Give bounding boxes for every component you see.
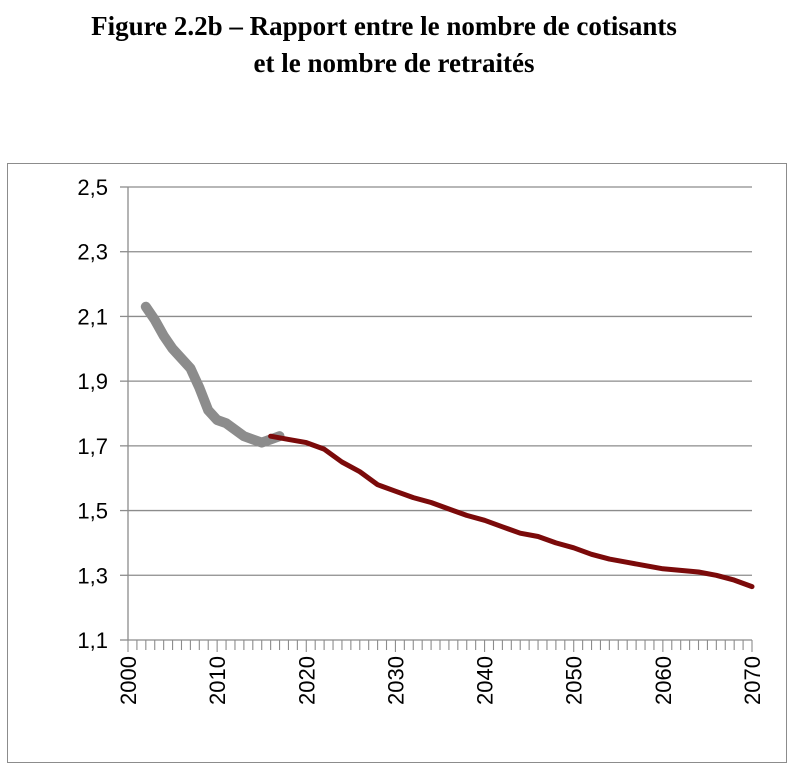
x-tick-label: 2020 bbox=[294, 656, 319, 705]
figure-title-line2: et le nombre de retraités bbox=[253, 48, 535, 78]
y-tick-labels: 2,5 2,3 2,1 1,9 1,7 1,5 1,3 1,1 bbox=[77, 175, 108, 653]
series-line-2 bbox=[268, 433, 755, 590]
axes bbox=[120, 186, 753, 652]
x-tick-label: 2040 bbox=[473, 656, 498, 705]
x-tick-labels: 2000 2010 2020 2030 2040 2050 2060 2070 bbox=[116, 656, 765, 705]
y-tick-label: 2,3 bbox=[77, 240, 108, 265]
y-tick-label: 1,7 bbox=[77, 434, 108, 459]
y-tick-label: 1,3 bbox=[77, 563, 108, 588]
y-tick-label: 1,9 bbox=[77, 369, 108, 394]
series-line-1 bbox=[140, 301, 285, 448]
x-tick-label: 2010 bbox=[205, 656, 230, 705]
x-tick-label: 2030 bbox=[383, 656, 408, 705]
figure-title-line1: Figure 2.2b – Rapport entre le nombre de… bbox=[91, 11, 677, 41]
x-tick-label: 2070 bbox=[740, 656, 765, 705]
y-tick-label: 1,5 bbox=[77, 499, 108, 524]
figure-title: Figure 2.2b – Rapport entre le nombre de… bbox=[0, 8, 788, 82]
chart-frame bbox=[7, 163, 787, 763]
y-tick-label: 2,1 bbox=[77, 304, 108, 329]
x-tick-label: 2050 bbox=[562, 656, 587, 705]
y-tick-label: 1,1 bbox=[77, 628, 108, 653]
gridlines bbox=[128, 186, 752, 576]
y-tick-label: 2,5 bbox=[77, 175, 108, 200]
x-tick-label: 2000 bbox=[116, 656, 141, 705]
x-tick-label: 2060 bbox=[651, 656, 676, 705]
series-lines bbox=[140, 301, 755, 590]
